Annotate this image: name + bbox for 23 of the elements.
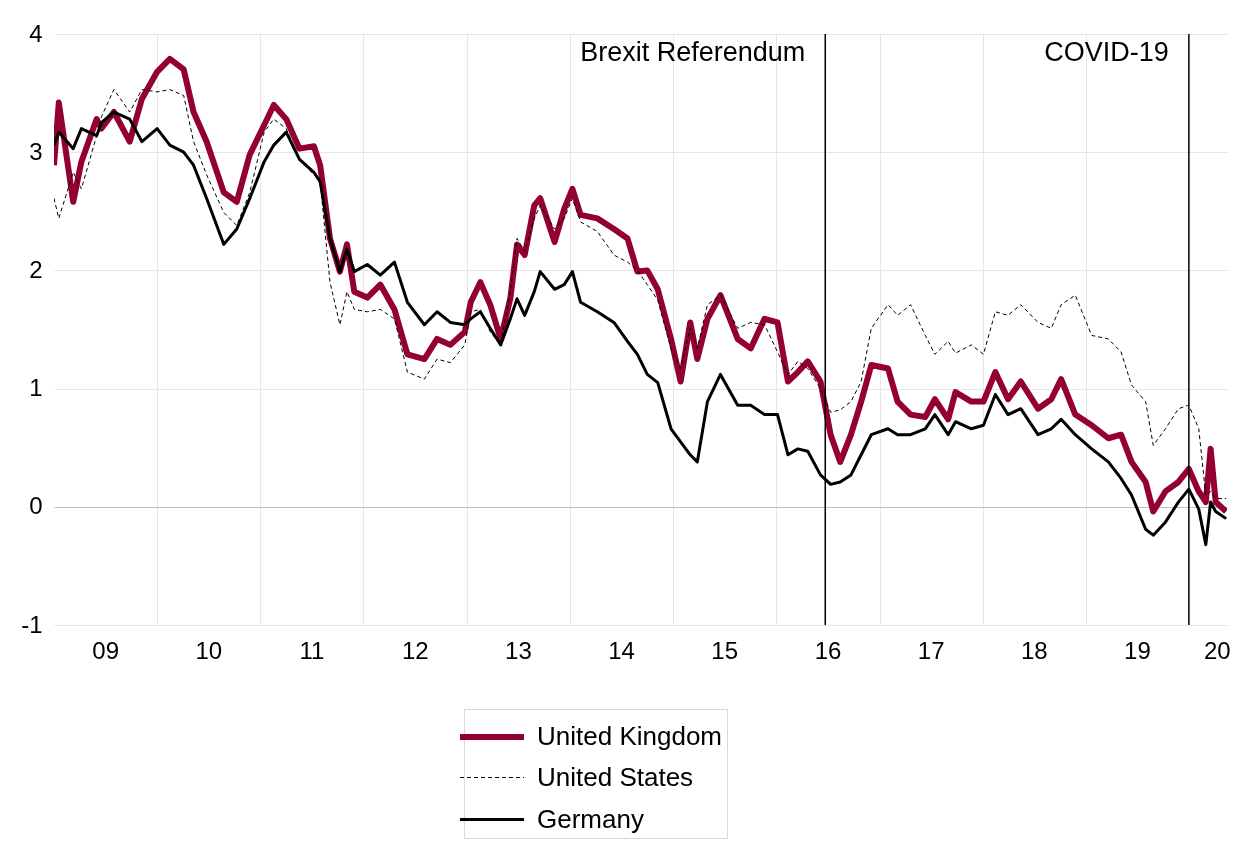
legend-label: United Kingdom (537, 721, 722, 751)
x-tick-label: 17 (917, 636, 945, 664)
x-tick-label: 20 (1203, 636, 1231, 664)
x-tick-label: 13 (505, 636, 532, 664)
x-tick-label: 12 (401, 636, 429, 664)
x-tick-label: 14 (608, 636, 635, 664)
ref-line-label: COVID-19 (1044, 37, 1169, 67)
y-tick-label: -1 (21, 610, 43, 638)
x-tick-label: 18 (1020, 636, 1048, 664)
x-tick-label: 11 (299, 636, 325, 664)
y-tick-label: 4 (29, 19, 43, 47)
y-tick-label: 1 (29, 374, 43, 402)
y-tick-label: 3 (29, 137, 43, 165)
x-tick-label: 16 (814, 636, 842, 664)
legend-label: Germany (537, 803, 644, 834)
x-tick-label: 10 (195, 636, 223, 664)
legend-label: United States (537, 761, 694, 792)
ref-line-label: Brexit Referendum (580, 37, 806, 67)
y-tick-label: 0 (29, 492, 43, 520)
x-tick-label: 15 (711, 636, 738, 664)
y-tick-label: 2 (29, 255, 43, 283)
x-tick-label: 09 (92, 636, 119, 664)
x-tick-label: 19 (1124, 636, 1151, 664)
